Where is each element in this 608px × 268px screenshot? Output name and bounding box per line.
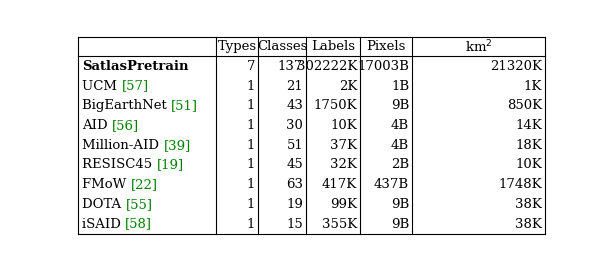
Text: 1: 1 <box>247 178 255 191</box>
Text: 18K: 18K <box>515 139 542 152</box>
Text: Classes: Classes <box>257 40 307 53</box>
Text: 9B: 9B <box>391 99 409 112</box>
Text: 10K: 10K <box>331 119 358 132</box>
Text: [19]: [19] <box>156 158 184 172</box>
Text: 30: 30 <box>286 119 303 132</box>
Text: Million-AID: Million-AID <box>82 139 164 152</box>
Text: 1K: 1K <box>523 80 542 92</box>
Text: 9B: 9B <box>391 198 409 211</box>
Text: 10K: 10K <box>515 158 542 172</box>
Text: 1: 1 <box>247 218 255 231</box>
Text: 417K: 417K <box>322 178 358 191</box>
Text: BigEarthNet: BigEarthNet <box>82 99 171 112</box>
Text: [39]: [39] <box>164 139 191 152</box>
Text: 1: 1 <box>247 198 255 211</box>
Text: RESISC45: RESISC45 <box>82 158 156 172</box>
Text: Pixels: Pixels <box>366 40 406 53</box>
Text: 45: 45 <box>286 158 303 172</box>
Text: 32K: 32K <box>330 158 358 172</box>
Text: 19: 19 <box>286 198 303 211</box>
Text: 355K: 355K <box>322 218 358 231</box>
Text: 38K: 38K <box>515 198 542 211</box>
Text: AID: AID <box>82 119 112 132</box>
Text: 99K: 99K <box>330 198 358 211</box>
Text: 21320K: 21320K <box>490 60 542 73</box>
Text: 1: 1 <box>247 80 255 92</box>
Text: 1B: 1B <box>391 80 409 92</box>
Text: 14K: 14K <box>515 119 542 132</box>
Text: [57]: [57] <box>122 80 148 92</box>
Text: 38K: 38K <box>515 218 542 231</box>
Text: 43: 43 <box>286 99 303 112</box>
Text: 1750K: 1750K <box>314 99 358 112</box>
Text: Types: Types <box>218 40 257 53</box>
Text: 37K: 37K <box>330 139 358 152</box>
Text: 1748K: 1748K <box>499 178 542 191</box>
Text: 4B: 4B <box>391 139 409 152</box>
Text: 51: 51 <box>286 139 303 152</box>
Text: iSAID: iSAID <box>82 218 125 231</box>
Text: 1: 1 <box>247 158 255 172</box>
Text: 1: 1 <box>247 119 255 132</box>
Text: [58]: [58] <box>125 218 152 231</box>
Text: [55]: [55] <box>125 198 153 211</box>
Text: 2B: 2B <box>391 158 409 172</box>
Text: 1: 1 <box>247 99 255 112</box>
Text: 63: 63 <box>286 178 303 191</box>
Text: SatlasPretrain: SatlasPretrain <box>82 60 188 73</box>
Text: [51]: [51] <box>171 99 198 112</box>
Text: 9B: 9B <box>391 218 409 231</box>
Text: Labels: Labels <box>311 40 355 53</box>
Text: 15: 15 <box>286 218 303 231</box>
Text: [22]: [22] <box>131 178 157 191</box>
Text: 2K: 2K <box>339 80 358 92</box>
Text: 4B: 4B <box>391 119 409 132</box>
Text: DOTA: DOTA <box>82 198 125 211</box>
Text: [56]: [56] <box>112 119 139 132</box>
Text: 302222K: 302222K <box>297 60 358 73</box>
Text: 850K: 850K <box>507 99 542 112</box>
Text: FMoW: FMoW <box>82 178 131 191</box>
Text: 21: 21 <box>286 80 303 92</box>
Text: UCM: UCM <box>82 80 122 92</box>
Text: 137: 137 <box>278 60 303 73</box>
Text: 17003B: 17003B <box>357 60 409 73</box>
Text: 1: 1 <box>247 139 255 152</box>
Text: 7: 7 <box>247 60 255 73</box>
Text: km$^2$: km$^2$ <box>465 38 492 55</box>
Text: 437B: 437B <box>374 178 409 191</box>
